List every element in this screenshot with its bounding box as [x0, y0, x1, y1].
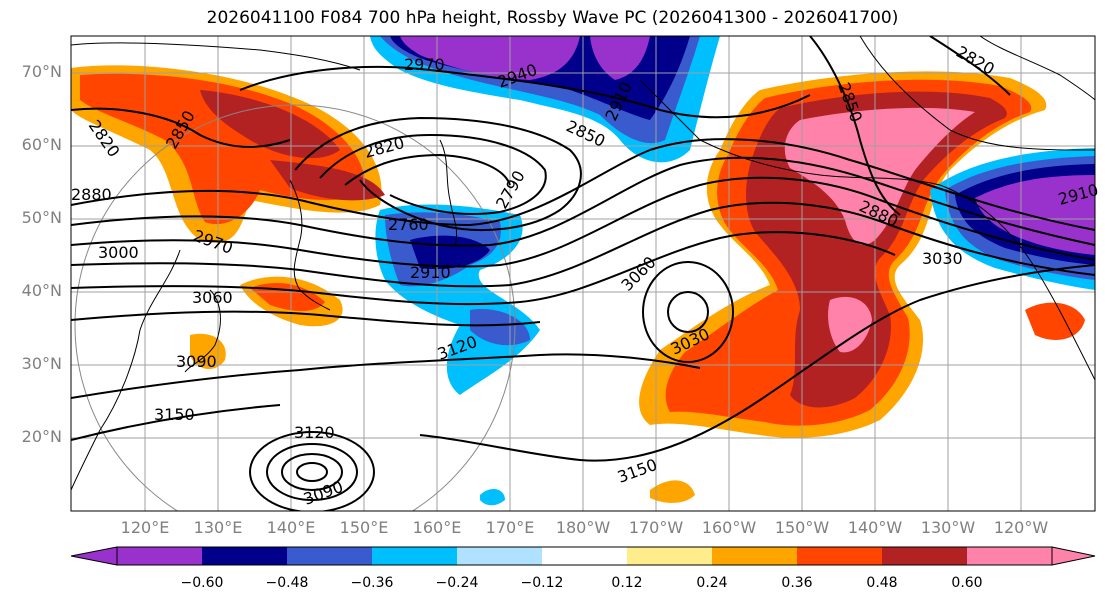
colorbar-swatch: [202, 547, 287, 565]
map-frame: [70, 35, 1096, 512]
lon-label: 150°W: [774, 518, 830, 537]
lon-label: 160°W: [701, 518, 757, 537]
colorbar-swatch: [712, 547, 797, 565]
colorbar-label: −0.48: [265, 575, 309, 591]
map-title: 2026041100 F084 700 hPa height, Rossby W…: [206, 8, 899, 28]
graticule: [71, 36, 1095, 511]
lon-label: 170°W: [628, 518, 684, 537]
anomaly-shading: [71, 36, 1095, 506]
colorbar-label: 0.48: [866, 575, 898, 591]
height-contours: [71, 36, 1095, 511]
colorbar-swatch: [797, 547, 882, 565]
contour-label: 3000: [98, 243, 139, 262]
colorbar-swatch: [882, 547, 967, 565]
colorbar-swatch: [457, 547, 542, 565]
contour-label: 3030: [922, 249, 963, 268]
colorbar-swatch: [287, 547, 372, 565]
contour-label: 3060: [192, 288, 233, 307]
colorbar-swatch: [117, 547, 202, 565]
colorbar-label: −0.60: [180, 575, 224, 591]
lon-label: 130°W: [920, 518, 976, 537]
lon-label: 150°E: [339, 518, 389, 537]
colorbar-label: 0.12: [611, 575, 643, 591]
contour-label: 3150: [154, 405, 195, 424]
lat-label: 50°N: [21, 208, 62, 227]
colorbar-swatch: [542, 547, 627, 565]
lon-label: 160°E: [412, 518, 462, 537]
colorbar-extend-low: [70, 546, 118, 566]
contour-label: 2760: [388, 215, 429, 234]
lon-label: 130°E: [193, 518, 243, 537]
colorbar-swatch: [627, 547, 712, 565]
lat-label: 60°N: [21, 135, 62, 154]
colorbar-label: 0.24: [696, 575, 728, 591]
contour-label: 3090: [176, 352, 217, 371]
contour-label: 2970: [404, 55, 445, 74]
contour-label: 2910: [410, 263, 451, 282]
colorbar-label: 0.36: [781, 575, 813, 591]
colorbar-label: 0.60: [951, 575, 983, 591]
lon-label: 120°E: [120, 518, 170, 537]
lon-label: 180°W: [555, 518, 611, 537]
lat-label: 20°N: [21, 427, 62, 446]
colorbar-label: −0.24: [435, 575, 479, 591]
lat-label: 40°N: [21, 281, 62, 300]
colorbar-label: −0.12: [520, 575, 564, 591]
lat-label: 70°N: [21, 62, 62, 81]
lat-label: 30°N: [21, 354, 62, 373]
colorbar-label: −0.36: [350, 575, 394, 591]
contour-label: 2880: [71, 185, 112, 204]
lon-label: 140°E: [266, 518, 316, 537]
colorbar-swatch: [372, 547, 457, 565]
lon-label: 140°W: [847, 518, 903, 537]
colorbar: [70, 546, 1096, 566]
lon-label: 120°W: [993, 518, 1049, 537]
lon-label: 170°E: [485, 518, 535, 537]
colorbar-swatch: [967, 547, 1052, 565]
colorbar-extend-high: [1051, 546, 1096, 566]
contour-label: 3120: [294, 423, 335, 442]
